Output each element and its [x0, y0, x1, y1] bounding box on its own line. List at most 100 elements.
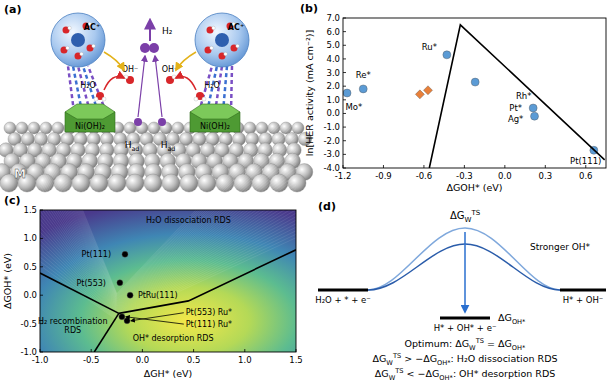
y-tick-label: 1.0: [326, 95, 340, 105]
x-axis-label: ΔGOH* (eV): [446, 182, 502, 193]
annotation: H₂ recombination: [38, 317, 107, 326]
boundary-line: [429, 25, 604, 168]
adsorbed-label-part: ad: [131, 145, 139, 152]
metal-atom: [148, 122, 160, 134]
metal-atom: [244, 122, 256, 134]
x-tick-label: -0.9: [375, 171, 392, 181]
water-hydrogen: [94, 97, 98, 101]
contour-decoration: [40, 206, 296, 314]
y-tick-label: 1.0: [23, 233, 37, 243]
energy-level: [440, 317, 490, 320]
x-tick-label: 0.5: [187, 355, 201, 365]
panel-label: (b): [300, 2, 318, 15]
chart: -1.0-0.50.00.51.01.5-1.0-0.50.00.51.01.5…: [2, 105, 303, 379]
contour-decoration: [40, 108, 296, 294]
adsorbed-hydrogen: [158, 118, 166, 126]
condition-text-part: TS: [394, 367, 403, 375]
water-hydrogen: [66, 46, 70, 50]
condition-text-part: ΔG: [372, 353, 386, 364]
x-tick-label: 0.3: [539, 171, 553, 181]
annotation: H₂O dissociation RDS: [146, 216, 231, 225]
data-point: [127, 292, 133, 298]
hydrogen-atom: [149, 43, 159, 53]
cation-label: AC⁺: [228, 23, 244, 32]
y-tick-label: -2.0: [323, 136, 340, 146]
plot-frame: [40, 210, 296, 352]
data-point: [117, 280, 123, 286]
annotation: Rh*: [516, 91, 532, 101]
annotation-arrow: [126, 317, 184, 324]
cation-core: [71, 33, 85, 47]
water-hydrogen: [102, 97, 106, 101]
water-hydrogen: [212, 26, 216, 30]
adsorbed-label: Had: [125, 140, 140, 152]
annotation: Ru*: [422, 42, 437, 52]
metal-atom: [52, 122, 64, 134]
water-hydrogen: [202, 97, 206, 101]
metal-atom: [126, 174, 144, 192]
adsorbed-label-part: H: [161, 140, 168, 150]
condition-text-part: OH*: [437, 359, 451, 367]
y-tick: [343, 140, 346, 141]
barrier-label: ΔGWTS: [450, 209, 481, 225]
recombination-arrow: [155, 56, 162, 117]
water-hydrogen: [92, 44, 96, 48]
y-axis-label: ΔGOH* (eV): [2, 253, 13, 309]
y-tick-label: -0.5: [20, 319, 37, 329]
y-tick-label: 1.5: [23, 205, 37, 215]
x-tick-label: 0.6: [579, 171, 593, 181]
plot-frame: [343, 18, 606, 168]
x-tick: [244, 349, 245, 352]
data-point: [359, 85, 367, 93]
water-label: H₂O: [204, 81, 220, 90]
interaction-stripe: [68, 66, 74, 112]
x-tick-label: 0.0: [136, 355, 150, 365]
panel-d: ΔGWTSH₂O + * + e⁻H* + OH* + e⁻H* + OH⁻ΔG…: [315, 209, 606, 382]
adsorbed-hydrogen: [134, 118, 142, 126]
condition-text-part: > −ΔG: [401, 353, 437, 364]
chart: -1.2-0.9-0.6-0.30.00.30.6-4.0-3.0-2.0-1.…: [304, 13, 606, 193]
annotation: Mo*: [345, 102, 362, 112]
intermediate-energy-label-part: OH*: [512, 318, 526, 326]
hydrogen-up-arrow: [149, 20, 151, 41]
energy-level: [560, 289, 606, 292]
metal-atom: [198, 174, 216, 192]
contour-decoration: [40, 105, 296, 294]
annotation: RDS: [64, 326, 81, 335]
x-tick-label: -0.3: [456, 171, 473, 181]
y-tick-label: 3.0: [326, 68, 340, 78]
contour-decoration: [40, 133, 296, 299]
annotation: Pt(553) Ru*: [186, 308, 232, 317]
y-tick: [343, 72, 346, 73]
state-label: H₂O + * + e⁻: [315, 295, 371, 305]
metal-atom: [28, 122, 40, 134]
data-point: [122, 251, 128, 257]
metal-atom: [288, 174, 306, 192]
cation-arrow: [104, 52, 124, 70]
cation-arrow: [176, 52, 196, 70]
data-point: [531, 112, 539, 120]
condition-text-part: ΔG: [375, 368, 389, 379]
data-layer: [40, 250, 296, 352]
x-axis-label: ΔGH* (eV): [144, 368, 193, 379]
condition-text-part: : H₂O dissociation RDS: [451, 353, 558, 364]
condition-text-part: W: [469, 344, 476, 352]
metal-atom: [180, 174, 198, 192]
contour-decoration: [40, 185, 296, 309]
cation-sphere: [195, 13, 249, 67]
y-tick: [343, 45, 346, 46]
data-point: [415, 90, 424, 99]
x-tick: [142, 349, 143, 352]
condition-text-part: W: [386, 359, 393, 367]
annotation: PtRu(111): [138, 291, 178, 300]
intermediate-energy-label-part: ΔG: [498, 312, 512, 323]
annotation: Pt(553): [76, 279, 105, 288]
data-point: [124, 318, 130, 324]
state-label: H* + OH⁻: [563, 295, 604, 305]
contour-decoration: [40, 157, 296, 304]
contour-decoration: [40, 140, 296, 301]
metal-atom: [16, 122, 28, 134]
y-tick: [343, 31, 346, 32]
water-label: H₂O: [80, 81, 96, 90]
x-tick: [91, 349, 92, 352]
